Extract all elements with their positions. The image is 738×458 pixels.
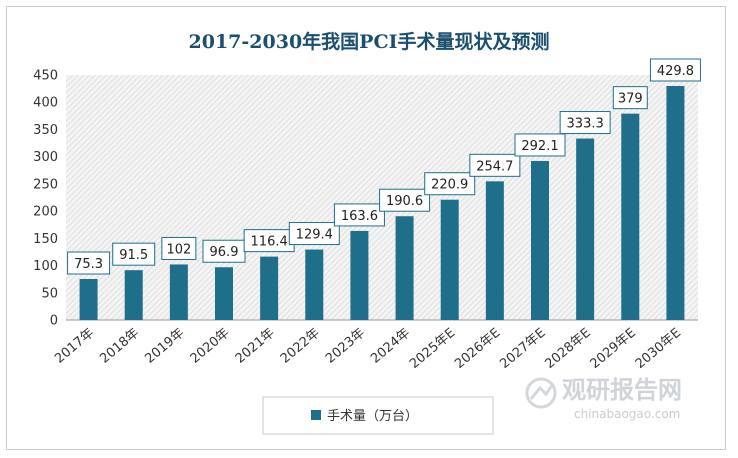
- data-label: 220.9: [431, 178, 468, 193]
- bar: [79, 279, 98, 320]
- y-tick-label: 50: [41, 286, 58, 301]
- bar: [395, 216, 414, 320]
- data-label: 163.6: [341, 209, 378, 224]
- data-label: 96.9: [210, 245, 239, 260]
- data-labels: 75.3 91.5 102 96.9 116.4 129.4 163.6 190.6 220.9…: [67, 58, 701, 275]
- data-label-box: [288, 222, 340, 246]
- data-label: 129.4: [296, 228, 333, 243]
- x-tick-label: 2030年E: [633, 326, 684, 372]
- watermark-logo-icon: [525, 377, 557, 409]
- x-tick-label: 2022年: [278, 326, 323, 367]
- y-tick-label: 450: [33, 69, 58, 84]
- y-tick-label: 0: [50, 314, 58, 329]
- x-tick-label: 2025年E: [407, 326, 458, 372]
- bars: [79, 85, 685, 321]
- data-label: 102: [166, 242, 191, 257]
- data-label-box: [424, 172, 476, 196]
- x-tick-label: 2029年E: [588, 326, 639, 372]
- x-tick-label: 2019年: [142, 326, 187, 367]
- x-tick-label: 2018年: [97, 326, 142, 367]
- x-tick-label: 2017年: [52, 326, 97, 367]
- y-tick-label: 250: [33, 177, 58, 192]
- data-label: 116.4: [251, 235, 288, 250]
- bar: [485, 181, 504, 320]
- legend-swatch: [311, 410, 321, 420]
- watermark: 观研报告网 chinabaogao.com: [525, 376, 682, 421]
- x-tick-label: 2023年: [323, 326, 368, 367]
- data-label: 292.1: [521, 139, 558, 154]
- bar: [260, 256, 279, 320]
- bar: [124, 270, 143, 320]
- y-tick-label: 200: [33, 205, 58, 220]
- x-tick-label: 2028年E: [542, 326, 593, 372]
- data-label: 254.7: [476, 159, 513, 174]
- bar: [215, 267, 233, 320]
- data-label-box: [379, 188, 431, 212]
- x-axis: 2017年 2018年 2019年 2020年 2021年 2022年 2023年 2024年…: [52, 326, 684, 372]
- data-label: 190.6: [386, 194, 423, 209]
- data-label-box: [161, 236, 197, 260]
- x-tick-label: 2026年E: [452, 326, 503, 372]
- bar: [666, 85, 685, 321]
- data-label-box: [112, 242, 156, 266]
- y-tick-label: 100: [33, 259, 58, 274]
- y-tick-label: 300: [33, 150, 58, 165]
- data-label-box: [333, 203, 385, 227]
- data-label-box: [649, 58, 701, 82]
- bar: [350, 230, 369, 320]
- x-tick-label: 2020年: [188, 326, 233, 367]
- legend-box: [262, 396, 494, 435]
- data-label-box: [514, 133, 566, 157]
- chart-title: 2017-2030年我国PCI手术量现状及预测: [189, 30, 550, 53]
- x-tick-label: 2027年E: [497, 326, 548, 372]
- data-label: 379: [618, 92, 643, 107]
- watermark-name: 观研报告网: [562, 376, 682, 404]
- data-label-box: [559, 111, 611, 135]
- bar: [576, 138, 595, 320]
- data-label: 429.8: [657, 64, 694, 79]
- data-label-box: [67, 251, 111, 275]
- watermark-url: chinabaogao.com: [574, 407, 680, 421]
- bar: [440, 199, 459, 320]
- bar: [305, 249, 324, 320]
- data-label: 333.3: [567, 117, 604, 132]
- y-tick-label: 150: [33, 232, 58, 247]
- legend-label: 手术量（万台）: [327, 409, 418, 424]
- bar: [621, 113, 640, 321]
- bar: [169, 264, 188, 320]
- x-tick-label: 2021年: [233, 326, 278, 367]
- data-label-box: [612, 86, 648, 110]
- y-tick-label: 350: [33, 123, 58, 138]
- data-label-box: [469, 153, 521, 177]
- data-label: 91.5: [119, 248, 148, 263]
- legend: 手术量（万台）: [262, 396, 494, 435]
- data-label: 75.3: [74, 257, 103, 272]
- bar: [531, 160, 549, 320]
- y-tick-label: 400: [33, 96, 58, 111]
